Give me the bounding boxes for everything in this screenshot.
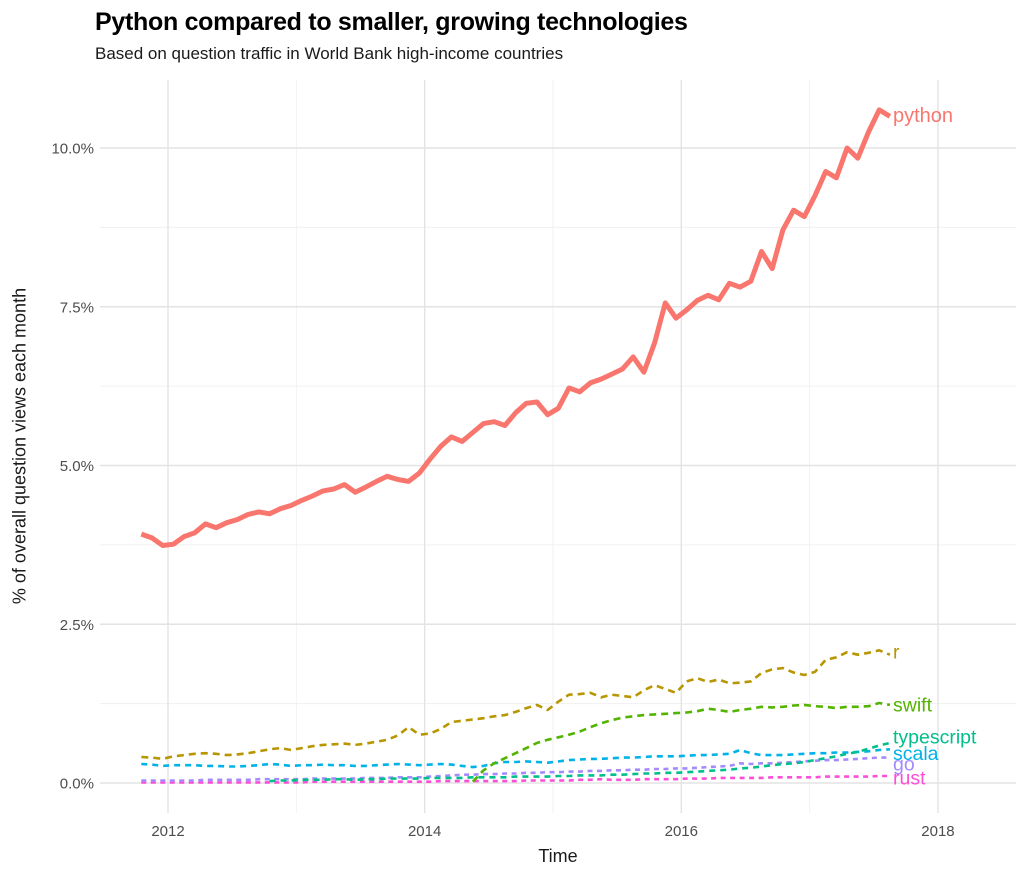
y-tick-label: 5.0% xyxy=(60,458,94,475)
series-label-scala: scala xyxy=(893,743,939,765)
series-line-scala xyxy=(141,748,890,769)
series-line-swift xyxy=(471,701,891,783)
series-line-go xyxy=(141,756,890,782)
y-tick-label: 7.5% xyxy=(60,299,94,316)
x-tick-label: 2012 xyxy=(151,823,184,840)
series-label-go: go xyxy=(893,753,915,775)
series-label-python: python xyxy=(893,105,953,127)
x-tick-label: 2016 xyxy=(665,823,698,840)
series-line-typescript xyxy=(269,741,891,783)
y-tick-label: 0.0% xyxy=(60,776,94,793)
chart-subtitle: Based on question traffic in World Bank … xyxy=(95,44,564,63)
y-tick-label: 2.5% xyxy=(60,617,94,634)
series-label-r: r xyxy=(893,642,900,664)
series-line-rust xyxy=(141,774,890,784)
chart-title: Python compared to smaller, growing tech… xyxy=(95,8,688,36)
x-tick-label: 2018 xyxy=(921,823,954,840)
series-line-r xyxy=(141,648,891,761)
series-label-swift: swift xyxy=(893,694,933,716)
x-tick-label: 2014 xyxy=(408,823,441,840)
y-tick-label: 10.0% xyxy=(51,141,94,158)
x-axis-title: Time xyxy=(538,846,578,866)
series-label-typescript: typescript xyxy=(893,727,977,749)
series-line-python xyxy=(140,107,892,548)
series-label-rust: rust xyxy=(893,767,926,789)
